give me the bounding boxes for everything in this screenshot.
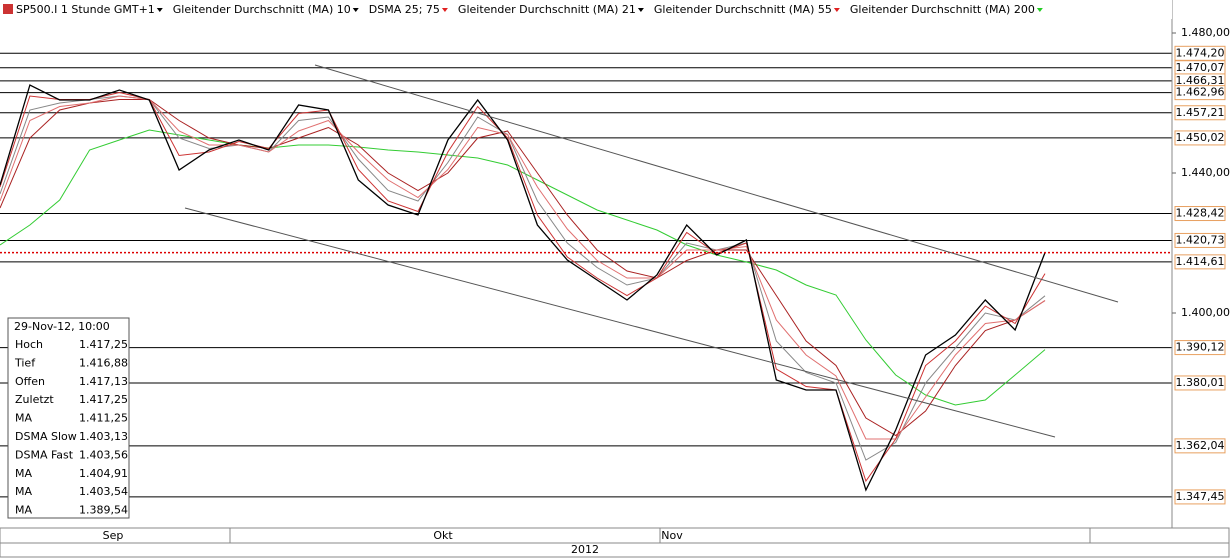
trend-line — [314, 64, 1119, 303]
month-label: Nov — [661, 529, 683, 542]
info-panel: 29-Nov-12, 10:00 Hoch 1.417,25 Tief 1.416,8… — [7, 317, 130, 519]
level-label: 1.390,12 — [1176, 341, 1225, 354]
info-label: MA — [15, 412, 32, 425]
y-tick-label: 1.400,00 — [1181, 306, 1230, 319]
legend-dropdown[interactable] — [352, 8, 359, 12]
trend-line — [184, 207, 1056, 438]
level-label: 1.414,61 — [1176, 255, 1225, 268]
legend-dropdown[interactable] — [637, 8, 644, 12]
info-label: Zuletzt — [15, 393, 54, 406]
level-label: 1.457,21 — [1176, 106, 1225, 119]
legend-dropdown[interactable] — [1036, 8, 1043, 12]
series-line — [0, 129, 1046, 406]
level-label-box — [1174, 105, 1226, 121]
level-label: 1.420,73 — [1176, 233, 1225, 246]
legend-dropdown[interactable] — [441, 8, 448, 12]
level-label-box — [1174, 130, 1226, 146]
level-label-box — [1174, 206, 1226, 222]
level-label: 1.470,07 — [1176, 61, 1225, 74]
level-label-box — [1174, 489, 1226, 505]
level-label: 1.474,20 — [1176, 46, 1225, 59]
level-label: 1.347,45 — [1176, 490, 1225, 503]
level-label-box — [1174, 375, 1226, 391]
info-label: MA — [15, 485, 32, 498]
level-label-box — [1174, 340, 1226, 356]
info-label: DSMA Slow — [15, 430, 77, 443]
series-line — [0, 84, 1046, 492]
info-value: 1.403,13 — [79, 430, 128, 443]
toolbar — [0, 0, 1172, 19]
level-label-box — [1174, 85, 1226, 101]
month-label: Sep — [103, 529, 124, 542]
info-value: 1.416,88 — [79, 356, 128, 369]
level-label: 1.380,01 — [1176, 376, 1225, 389]
series-line — [0, 91, 1046, 483]
legend-entry[interactable]: Gleitender Durchschnitt (MA) 21 — [458, 3, 636, 16]
level-label-box — [1174, 438, 1226, 454]
info-value: 1.389,54 — [79, 504, 128, 517]
plot-area — [0, 52, 1172, 498]
series-line — [0, 95, 1046, 440]
legend-entry[interactable]: Gleitender Durchschnitt (MA) 10 — [173, 3, 351, 16]
info-value: 1.417,25 — [79, 393, 128, 406]
level-label: 1.450,02 — [1176, 131, 1225, 144]
info-label: DSMA Fast — [15, 448, 74, 461]
legend-entry[interactable]: Gleitender Durchschnitt (MA) 200 — [850, 3, 1035, 16]
level-label: 1.466,31 — [1176, 74, 1225, 87]
month-label: Okt — [433, 529, 453, 542]
info-value: 1.417,25 — [79, 338, 128, 351]
year-axis — [0, 542, 1230, 558]
month-axis — [0, 527, 1230, 544]
level-label: 1.462,96 — [1176, 86, 1225, 99]
info-label: MA — [15, 504, 32, 517]
legend-entry[interactable]: Gleitender Durchschnitt (MA) 55 — [654, 3, 832, 16]
level-label-box — [1174, 232, 1226, 248]
info-box — [7, 317, 130, 519]
legend-entry[interactable]: SP500.I 1 Stunde GMT+1 — [16, 3, 155, 16]
info-label: MA — [15, 467, 32, 480]
info-value: 1.417,13 — [79, 375, 128, 388]
info-label: Tief — [14, 356, 36, 369]
legend-entry[interactable]: DSMA 25; 75 — [369, 3, 440, 16]
y-tick-label: 1.480,00 — [1181, 26, 1230, 39]
level-label: 1.362,04 — [1176, 439, 1225, 452]
symbol-icon — [3, 4, 13, 14]
info-value: 1.404,91 — [79, 467, 128, 480]
year-label: 2012 — [571, 543, 599, 556]
info-label: Hoch — [15, 338, 43, 351]
series-line — [0, 99, 1046, 437]
series-line — [0, 95, 1046, 461]
info-value: 1.403,56 — [79, 448, 128, 461]
info-value: 1.411,25 — [79, 412, 128, 425]
legend-dropdown[interactable] — [833, 8, 840, 12]
y-tick-label: 1.440,00 — [1181, 166, 1230, 179]
info-label: Offen — [15, 375, 45, 388]
info-title: 29-Nov-12, 10:00 — [14, 320, 110, 333]
level-label: 1.428,42 — [1176, 207, 1225, 220]
info-value: 1.403,54 — [79, 485, 128, 498]
legend-dropdown[interactable] — [156, 8, 163, 12]
level-label-box — [1174, 254, 1226, 270]
